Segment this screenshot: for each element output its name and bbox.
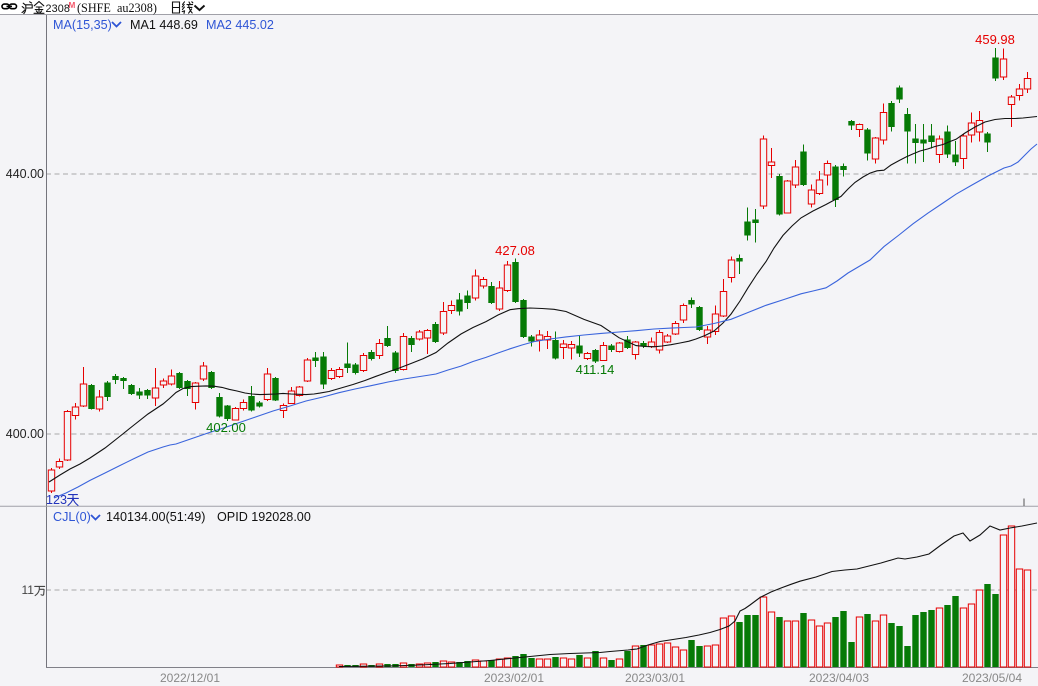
svg-text:MA1 448.69: MA1 448.69 <box>130 18 198 32</box>
svg-text:MA2 445.02: MA2 445.02 <box>206 18 274 32</box>
svg-text:2023/02/01: 2023/02/01 <box>484 671 544 685</box>
svg-text:OPID 192028.00: OPID 192028.00 <box>217 510 311 524</box>
svg-text:2023/03/01: 2023/03/01 <box>625 671 685 685</box>
svg-text:2308: 2308 <box>46 3 70 15</box>
svg-text:2023/04/03: 2023/04/03 <box>809 671 869 685</box>
svg-text:11: 11 <box>22 583 35 597</box>
svg-text:427.08: 427.08 <box>495 243 535 258</box>
svg-text:400.00: 400.00 <box>6 427 44 441</box>
svg-text:440.00: 440.00 <box>6 167 44 181</box>
svg-text:(SHFE au2308): (SHFE au2308) <box>77 1 157 15</box>
svg-text:2022/12/01: 2022/12/01 <box>160 671 220 685</box>
svg-text:123: 123 <box>46 493 67 507</box>
svg-text:140134.00(51:49): 140134.00(51:49) <box>106 510 205 524</box>
svg-text:411.14: 411.14 <box>576 362 615 377</box>
svg-text:2023/05/04: 2023/05/04 <box>962 671 1022 685</box>
svg-text:459.98: 459.98 <box>975 32 1015 47</box>
svg-text:402.00: 402.00 <box>206 420 246 435</box>
svg-text:CJL(0): CJL(0) <box>53 510 91 524</box>
svg-text:M: M <box>69 1 76 10</box>
svg-text:MA(15,35): MA(15,35) <box>53 18 112 32</box>
